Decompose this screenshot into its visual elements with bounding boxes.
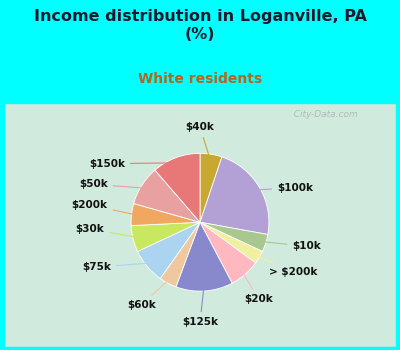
Wedge shape (160, 222, 200, 287)
Text: $10k: $10k (263, 241, 321, 251)
FancyBboxPatch shape (4, 103, 396, 346)
Wedge shape (200, 157, 269, 235)
Text: $60k: $60k (127, 280, 168, 310)
Wedge shape (200, 222, 262, 263)
Text: $125k: $125k (182, 288, 218, 327)
Wedge shape (155, 153, 200, 222)
Wedge shape (134, 170, 200, 222)
Text: Income distribution in Loganville, PA
(%): Income distribution in Loganville, PA (%… (34, 9, 366, 42)
Text: $40k: $40k (186, 122, 214, 157)
Text: White residents: White residents (138, 72, 262, 86)
Wedge shape (200, 153, 222, 222)
Wedge shape (200, 222, 268, 251)
Text: $30k: $30k (75, 224, 136, 237)
Text: $50k: $50k (79, 179, 144, 189)
Text: $75k: $75k (82, 262, 148, 272)
Wedge shape (138, 222, 200, 279)
Text: City-Data.com: City-Data.com (288, 110, 358, 119)
Wedge shape (131, 222, 200, 251)
Text: $100k: $100k (257, 183, 313, 193)
Wedge shape (200, 222, 256, 283)
Wedge shape (131, 203, 200, 226)
Text: > $200k: > $200k (257, 256, 317, 277)
Text: $150k: $150k (89, 159, 175, 169)
Wedge shape (176, 222, 232, 291)
Text: $20k: $20k (243, 273, 273, 304)
Text: $200k: $200k (72, 200, 134, 215)
